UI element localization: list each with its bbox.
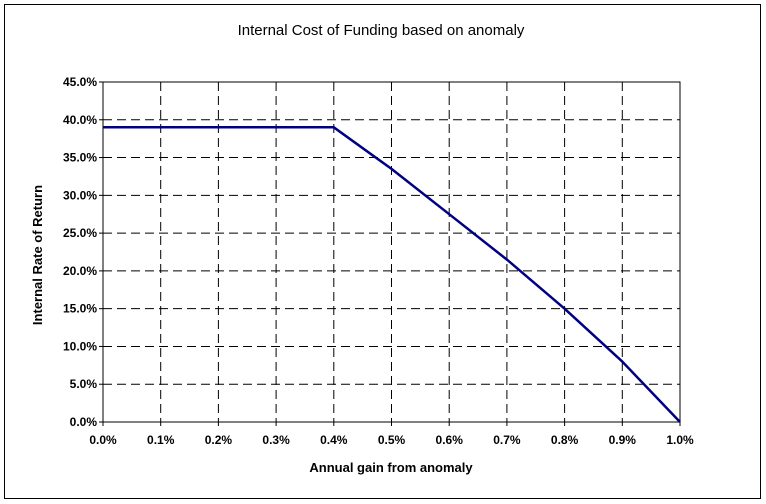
y-axis-label: Internal Rate of Return [30,185,45,325]
x-tick-label: 0.5% [378,433,406,447]
y-tick-label: 20.0% [63,264,97,278]
y-tick-label: 30.0% [63,188,97,202]
x-tick-label: 1.0% [666,433,694,447]
y-tick-label: 0.0% [70,415,98,429]
y-tick-labels: 0.0% 5.0% 10.0% 15.0% 20.0% 25.0% 30.0% 35.0% 40… [63,75,97,429]
y-tick-label: 15.0% [63,302,97,316]
chart-frame: Internal Cost of Funding based on anomal… [4,4,761,499]
y-tick-label: 25.0% [63,226,97,240]
y-tick-label: 45.0% [63,75,97,89]
x-axis-label: Annual gain from anomaly [309,460,473,475]
grid-lines [103,82,680,422]
axes [99,81,681,426]
y-tick-label: 40.0% [63,113,97,127]
y-tick-label: 5.0% [70,377,98,391]
x-tick-label: 0.4% [320,433,348,447]
y-tick-label: 10.0% [63,339,97,353]
chart-title: Internal Cost of Funding based on anomal… [238,22,525,39]
y-tick-label: 35.0% [63,151,97,165]
x-tick-label: 0.6% [436,433,464,447]
x-tick-label: 0.0% [89,433,117,447]
series-layer [102,126,681,423]
x-tick-labels: 0.0% 0.1% 0.2% 0.3% 0.4% 0.5% 0.6% 0.7% 0.8% 0.9%… [89,433,694,447]
x-tick-label: 0.3% [262,433,290,447]
x-tick-label: 0.9% [609,433,637,447]
x-tick-label: 0.2% [205,433,233,447]
x-tick-label: 0.1% [147,433,175,447]
x-tick-label: 0.7% [493,433,521,447]
chart-svg: Internal Cost of Funding based on anomal… [30,22,694,475]
x-tick-label: 0.8% [551,433,579,447]
plot-border [102,81,681,423]
